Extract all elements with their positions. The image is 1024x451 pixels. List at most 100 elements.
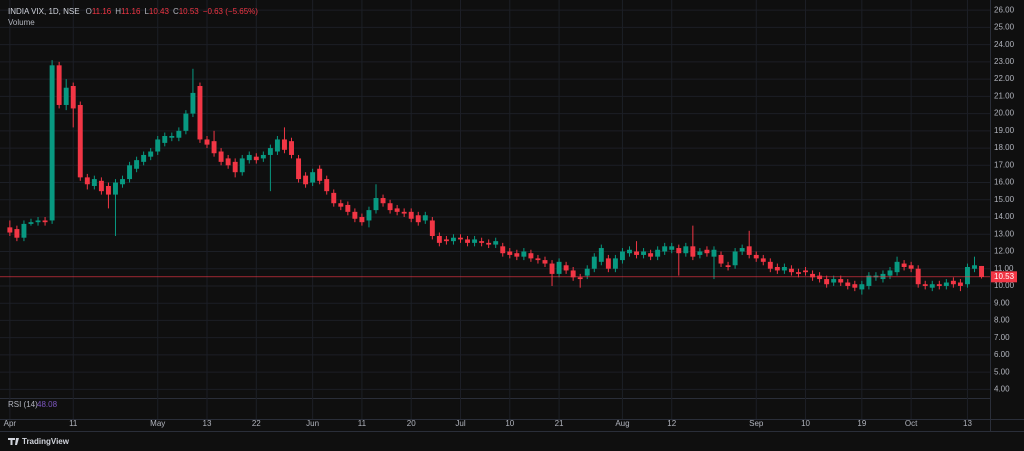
x-tick-label: 11 — [358, 419, 367, 428]
candle-body — [415, 215, 421, 223]
candle-body — [49, 65, 55, 221]
candle-body — [246, 154, 252, 161]
candle-body — [725, 265, 731, 267]
candle-body — [479, 241, 485, 243]
x-tick-label: 19 — [857, 419, 866, 428]
legend-header: INDIA VIX, 1D, NSE O11.16 H11.16 L10.43 C10.… — [8, 7, 258, 16]
candle-body — [401, 211, 407, 214]
candle-body — [183, 113, 189, 131]
candle-body — [345, 204, 351, 212]
candle-body — [943, 282, 949, 286]
y-tick-label: 7.00 — [994, 333, 1010, 342]
candle-body — [63, 87, 69, 105]
candle-body — [887, 270, 893, 276]
y-tick-label: 21.00 — [994, 91, 1015, 100]
last-price-label: 10.53 — [994, 272, 1015, 281]
symbol: INDIA VIX, 1D, NSE — [8, 7, 80, 16]
y-tick-label: 24.00 — [994, 40, 1015, 49]
candle-body — [113, 182, 118, 195]
candle-body — [338, 203, 344, 207]
x-tick-label: 13 — [203, 419, 212, 428]
y-tick-label: 22.00 — [994, 74, 1015, 83]
candle-body — [211, 141, 217, 154]
candle-body — [542, 260, 548, 264]
x-tick-label: Apr — [4, 419, 17, 428]
candle-body — [436, 235, 442, 243]
candle-body — [176, 130, 182, 138]
candle-body — [570, 270, 576, 278]
candle-body — [267, 148, 273, 155]
candle-body — [767, 261, 773, 269]
candle-body — [105, 185, 111, 195]
candle-body — [169, 136, 175, 138]
x-tick-label: 12 — [667, 419, 676, 428]
candle-body — [697, 251, 703, 255]
candle-body — [732, 251, 738, 266]
candle-body — [394, 208, 400, 212]
candle-body — [929, 284, 935, 288]
candle-body — [493, 241, 499, 245]
y-tick-label: 25.00 — [994, 23, 1015, 32]
candle-body — [387, 203, 393, 211]
candle-body — [957, 282, 963, 286]
ohlc-value: 10.43 — [149, 7, 170, 16]
y-tick-label: 8.00 — [994, 316, 1010, 325]
ohlc-value: 11.16 — [121, 7, 141, 16]
x-tick-label: 20 — [407, 419, 416, 428]
candle-body — [303, 175, 309, 185]
x-tick-label: May — [150, 419, 165, 428]
candle-body — [56, 65, 62, 105]
candle-body — [380, 198, 386, 204]
ohlc-label: L — [144, 7, 149, 16]
candle-body — [373, 198, 379, 211]
candle-body — [458, 237, 463, 240]
ohlc-value: 10.53 — [179, 7, 200, 16]
candle-body — [591, 256, 597, 269]
candle-body — [155, 139, 161, 152]
candle-body — [21, 223, 27, 238]
candle-body — [894, 261, 900, 273]
x-tick-label: Jun — [306, 419, 319, 428]
candle-body — [753, 254, 759, 259]
candle-body — [922, 284, 928, 286]
candle-body — [77, 104, 83, 178]
candle-body — [838, 279, 844, 283]
candle-body — [260, 154, 266, 159]
x-tick-label: 10 — [801, 419, 810, 428]
candle-body — [204, 139, 210, 145]
candle-body — [274, 139, 280, 152]
x-tick-label: 11 — [69, 419, 78, 428]
rsi-label: RSI (14) — [8, 400, 38, 409]
candle-body — [873, 275, 879, 278]
candle-body — [127, 165, 133, 180]
x-tick-label: Jul — [455, 419, 465, 428]
candle-body — [514, 253, 520, 257]
candle-body — [42, 220, 48, 223]
candle-body — [634, 251, 639, 255]
y-tick-label: 10.00 — [994, 281, 1015, 290]
candle-body — [683, 246, 689, 254]
candle-body — [655, 249, 661, 257]
candle-body — [296, 158, 302, 180]
candle-body — [774, 267, 780, 271]
candle-body — [443, 239, 449, 242]
candle-body — [556, 261, 562, 274]
candle-body — [472, 239, 478, 243]
candle-body — [704, 249, 710, 254]
x-tick-label: Aug — [615, 419, 629, 428]
candle-body — [718, 254, 724, 264]
y-tick-label: 16.00 — [994, 178, 1015, 187]
candle-body — [317, 168, 323, 181]
candle-body — [500, 246, 506, 254]
candle-body — [120, 179, 125, 185]
x-tick-label: Sep — [749, 419, 764, 428]
candle-body — [528, 253, 534, 259]
candle-body — [577, 277, 583, 280]
candle-body — [14, 229, 20, 238]
candle-body — [535, 258, 541, 261]
candle-body — [781, 267, 787, 271]
candle-body — [852, 284, 858, 288]
y-tick-label: 13.00 — [994, 229, 1015, 238]
candle-body — [859, 284, 865, 290]
y-tick-label: 14.00 — [994, 212, 1015, 221]
